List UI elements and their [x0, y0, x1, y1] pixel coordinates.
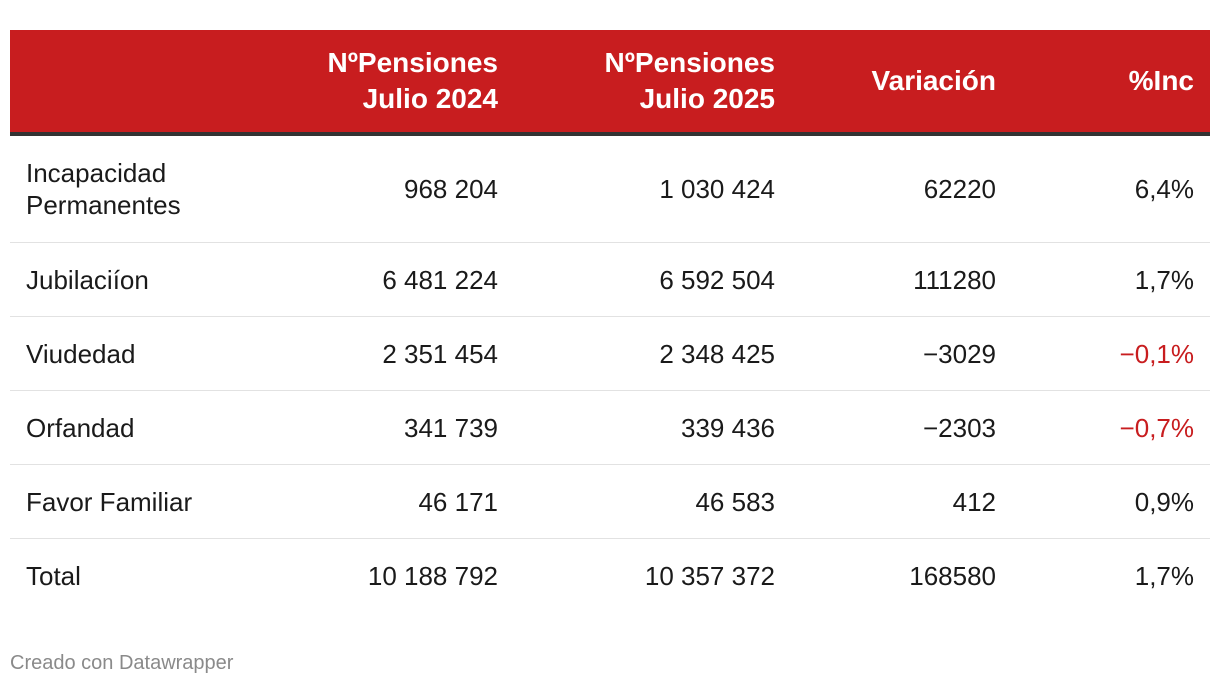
cell-inc: −0,1% — [1012, 316, 1210, 391]
row-label: Orfandad — [10, 390, 250, 465]
cell-julio-2024: 968 204 — [250, 134, 514, 243]
cell-variacion: 62220 — [791, 134, 1012, 243]
table-row: Favor Familiar 46 171 46 583 412 0,9% — [10, 464, 1210, 539]
table-row: Viudedad 2 351 454 2 348 425 −3029 −0,1% — [10, 316, 1210, 391]
footer-credit[interactable]: Creado con Datawrapper — [10, 652, 234, 674]
row-label: Favor Familiar — [10, 464, 250, 539]
row-label: Total — [26, 561, 81, 591]
header-variacion[interactable]: Variación — [791, 30, 1012, 136]
cell-julio-2025: 10 357 372 — [644, 561, 775, 591]
header-inc[interactable]: %Inc — [1012, 30, 1210, 136]
header-julio-2025-line2: Julio 2025 — [639, 83, 775, 114]
cell-variacion: 111280 — [791, 242, 1012, 317]
cell-variacion: −2303 — [791, 390, 1012, 465]
pension-table: NºPensiones Julio 2024 NºPensiones Julio… — [10, 30, 1210, 613]
cell-inc: 6,4% — [1012, 134, 1210, 243]
cell-variacion: −3029 — [791, 316, 1012, 391]
table-row: Incapacidad Permanentes 968 204 1 030 42… — [10, 134, 1210, 243]
cell-julio-2024: 46 171 — [250, 464, 514, 539]
cell-julio-2025: 6 592 504 — [514, 242, 791, 317]
table-row: Jubilaciíon 6 481 224 6 592 504 111280 1… — [10, 242, 1210, 317]
header-label-cell — [10, 30, 250, 136]
header-julio-2024-line1: NºPensiones — [327, 47, 498, 78]
cell-julio-2024: 2 351 454 — [250, 316, 514, 391]
cell-inc: −0,7% — [1012, 390, 1210, 465]
row-label: Jubilaciíon — [10, 242, 250, 317]
cell-inc: 0,9% — [1012, 464, 1210, 539]
cell-variacion: 412 — [791, 464, 1012, 539]
cell-variacion: 168580 — [909, 561, 996, 591]
cell-julio-2024: 6 481 224 — [250, 242, 514, 317]
row-label: Viudedad — [10, 316, 250, 391]
cell-julio-2025: 339 436 — [514, 390, 791, 465]
header-julio-2025[interactable]: NºPensiones Julio 2025 — [514, 30, 791, 136]
row-label: Incapacidad Permanentes — [10, 134, 250, 243]
table-header-row: NºPensiones Julio 2024 NºPensiones Julio… — [10, 30, 1210, 136]
table-row: Total 10 188 792 10 357 372 168580 1,7% — [10, 539, 1210, 614]
cell-julio-2025: 46 583 — [514, 464, 791, 539]
header-julio-2024-line2: Julio 2024 — [362, 83, 498, 114]
cell-julio-2024: 10 188 792 — [367, 561, 498, 591]
pension-table-container: NºPensiones Julio 2024 NºPensiones Julio… — [10, 30, 1210, 613]
cell-julio-2024: 341 739 — [250, 390, 514, 465]
cell-inc: 1,7% — [1134, 561, 1194, 591]
table-row: Orfandad 341 739 339 436 −2303 −0,7% — [10, 390, 1210, 465]
cell-julio-2025: 2 348 425 — [514, 316, 791, 391]
cell-julio-2025: 1 030 424 — [514, 134, 791, 243]
header-julio-2024[interactable]: NºPensiones Julio 2024 — [250, 30, 514, 136]
header-julio-2025-line1: NºPensiones — [604, 47, 775, 78]
cell-inc: 1,7% — [1012, 242, 1210, 317]
